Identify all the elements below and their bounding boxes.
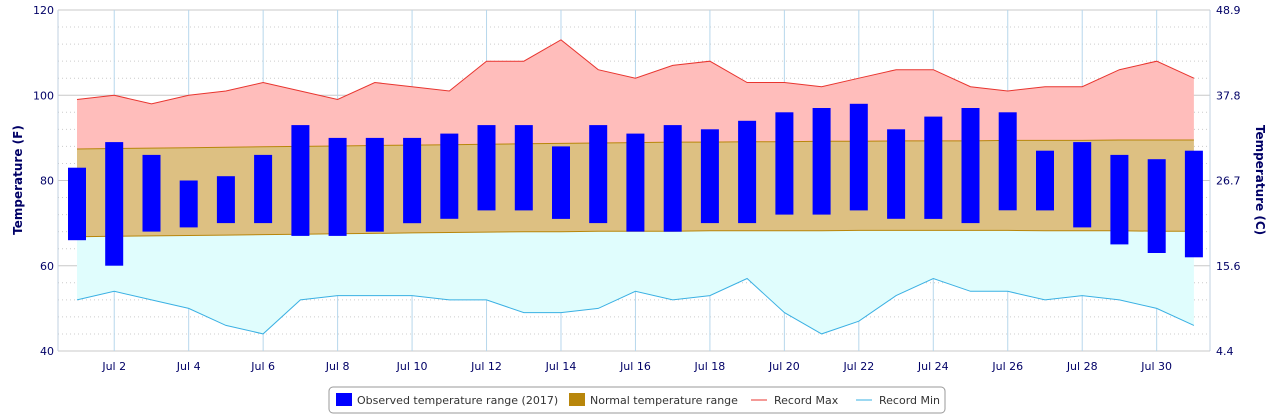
- observed-bar[interactable]: [105, 142, 124, 266]
- x-tick-label: Jul 14: [545, 360, 577, 373]
- x-tick-label: Jul 4: [176, 360, 201, 373]
- observed-bar[interactable]: [365, 137, 384, 232]
- legend-label-normal[interactable]: Normal temperature range: [590, 394, 738, 407]
- observed-bar[interactable]: [291, 125, 310, 236]
- observed-bar[interactable]: [1036, 150, 1054, 211]
- observed-bar[interactable]: [142, 154, 161, 232]
- y-tick-label-right: 48.9: [1216, 4, 1241, 17]
- legend-box: [328, 386, 946, 414]
- observed-bar[interactable]: [403, 137, 422, 224]
- observed-bar[interactable]: [961, 108, 980, 224]
- x-tick-label: Jul 10: [396, 360, 428, 373]
- observed-bar[interactable]: [775, 112, 794, 215]
- x-tick-label: Jul 6: [250, 360, 275, 373]
- x-tick-label: Jul 30: [1140, 360, 1172, 373]
- observed-bar[interactable]: [738, 120, 757, 224]
- observed-bar[interactable]: [849, 103, 868, 211]
- observed-bars: [68, 103, 1203, 266]
- y-tick-label-left: 60: [40, 260, 54, 273]
- observed-bar[interactable]: [924, 116, 943, 219]
- observed-bar[interactable]: [514, 125, 533, 211]
- x-tick-label: Jul 20: [768, 360, 800, 373]
- observed-bar[interactable]: [887, 129, 906, 219]
- y-tick-label-right: 15.6: [1216, 260, 1241, 273]
- observed-bar[interactable]: [216, 176, 235, 224]
- y-tick-label-right: 37.8: [1216, 89, 1241, 102]
- x-tick-label: Jul 2: [101, 360, 126, 373]
- observed-bar[interactable]: [1147, 159, 1166, 253]
- record-max-area: [77, 39, 1194, 149]
- observed-bar[interactable]: [440, 133, 459, 219]
- legend-label-record-min[interactable]: Record Min: [879, 394, 940, 407]
- y-tick-label-left: 120: [33, 4, 54, 17]
- observed-bar[interactable]: [663, 125, 682, 232]
- y-axis-title-right: Temperature (C): [1253, 125, 1267, 235]
- y-tick-label-left: 80: [40, 175, 54, 188]
- observed-bar[interactable]: [68, 167, 86, 241]
- observed-bar[interactable]: [1110, 154, 1129, 245]
- y-tick-label-right: 26.7: [1216, 175, 1241, 188]
- y-tick-label-right: 4.4: [1216, 345, 1234, 358]
- legend-swatch-observed[interactable]: [336, 393, 352, 406]
- legend-label-observed[interactable]: Observed temperature range (2017): [357, 394, 558, 407]
- observed-bar[interactable]: [254, 154, 273, 224]
- legend-swatch-normal[interactable]: [569, 393, 585, 406]
- observed-bar[interactable]: [812, 108, 831, 215]
- x-tick-label: Jul 22: [842, 360, 874, 373]
- observed-bar[interactable]: [1073, 142, 1092, 228]
- x-tick-label: Jul 28: [1066, 360, 1098, 373]
- x-tick-label: Jul 18: [694, 360, 726, 373]
- observed-bar[interactable]: [328, 137, 347, 236]
- observed-bar[interactable]: [1184, 150, 1203, 258]
- y-tick-label-left: 40: [40, 345, 54, 358]
- x-tick-label: Jul 26: [991, 360, 1023, 373]
- observed-bar[interactable]: [700, 129, 719, 224]
- y-tick-label-left: 100: [33, 89, 54, 102]
- observed-bar[interactable]: [552, 146, 570, 219]
- x-tick-label: Jul 16: [619, 360, 651, 373]
- record-min-line: [76, 277, 1195, 335]
- legend-label-record-max[interactable]: Record Max: [774, 394, 839, 407]
- observed-bar[interactable]: [626, 133, 645, 232]
- legend[interactable]: Observed temperature range (2017) Normal…: [328, 386, 946, 414]
- y-axis-title-left: Temperature (F): [11, 125, 25, 235]
- observed-bar[interactable]: [179, 180, 198, 228]
- x-tick-label: Jul 8: [325, 360, 350, 373]
- axes: 40 60 80 100 120 4.4 15.6 26.7 37.8 48.9 Jul 2 Jul …: [33, 4, 1241, 373]
- x-tick-label: Jul 12: [470, 360, 502, 373]
- observed-bar[interactable]: [589, 125, 608, 224]
- x-tick-label: Jul 24: [917, 360, 949, 373]
- record-min-area: [77, 230, 1194, 334]
- observed-bar[interactable]: [998, 112, 1017, 211]
- record-max-line: [76, 39, 1195, 105]
- observed-bar[interactable]: [477, 125, 496, 211]
